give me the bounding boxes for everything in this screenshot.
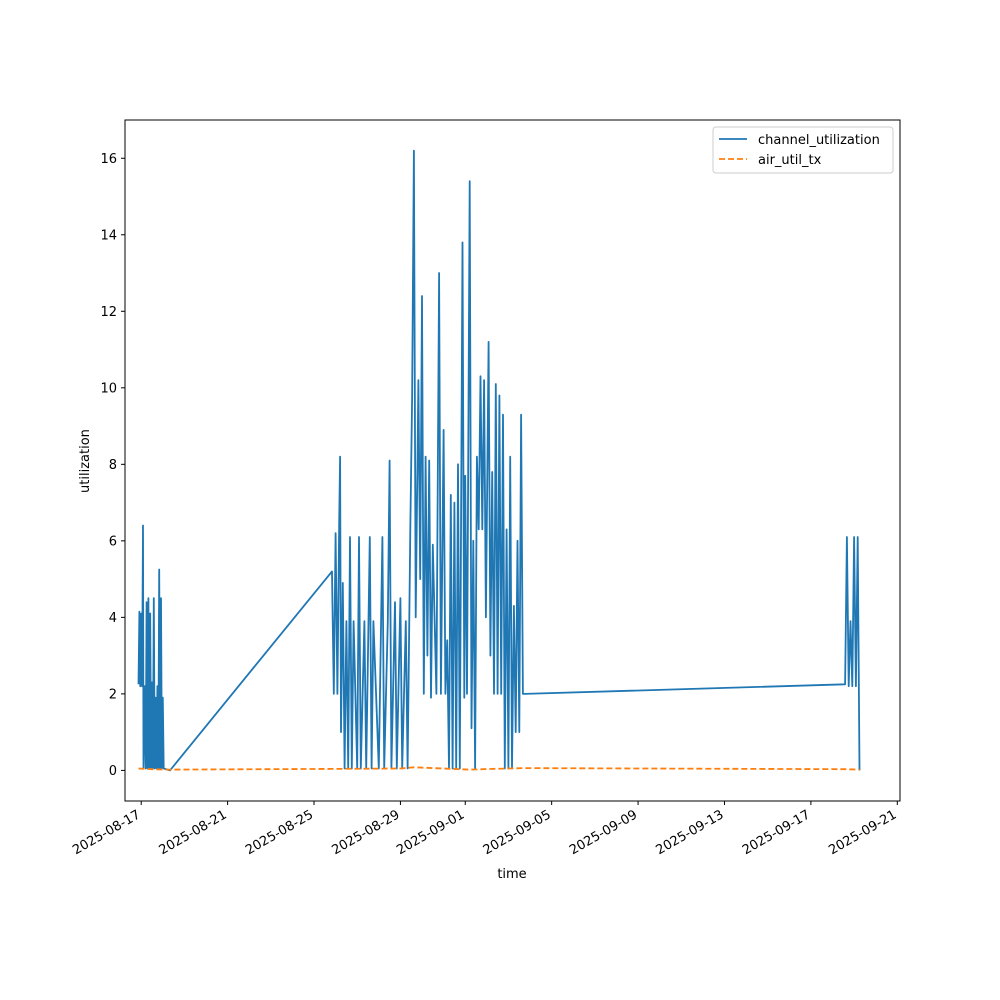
series-line-channel-utilization bbox=[137, 149, 861, 772]
legend: channel_utilization air_util_tx bbox=[712, 126, 894, 174]
y-tick-label: 16 bbox=[100, 152, 117, 167]
y-tick-label: 2 bbox=[109, 687, 117, 702]
y-tick-label: 10 bbox=[100, 381, 117, 396]
y-tick-label: 4 bbox=[109, 611, 117, 626]
legend-label-air-util-tx: air_util_tx bbox=[758, 153, 822, 168]
legend-label-channel-utilization: channel_utilization bbox=[758, 133, 880, 148]
y-tick-label: 8 bbox=[109, 458, 117, 473]
y-axis-title: utilization bbox=[78, 429, 93, 493]
y-tick-label: 0 bbox=[109, 764, 117, 779]
legend-box bbox=[712, 126, 894, 174]
series-line-air-util-tx bbox=[138, 766, 860, 771]
y-tick-label: 6 bbox=[109, 534, 117, 549]
y-tick-label: 12 bbox=[100, 305, 117, 320]
x-axis-title: time bbox=[497, 867, 526, 882]
plot-marks bbox=[137, 149, 861, 772]
y-tick-label: 14 bbox=[100, 228, 117, 243]
y-axis-ticks: 0 2 4 6 8 10 12 14 16 bbox=[100, 152, 125, 779]
plot-frame bbox=[124, 119, 901, 802]
